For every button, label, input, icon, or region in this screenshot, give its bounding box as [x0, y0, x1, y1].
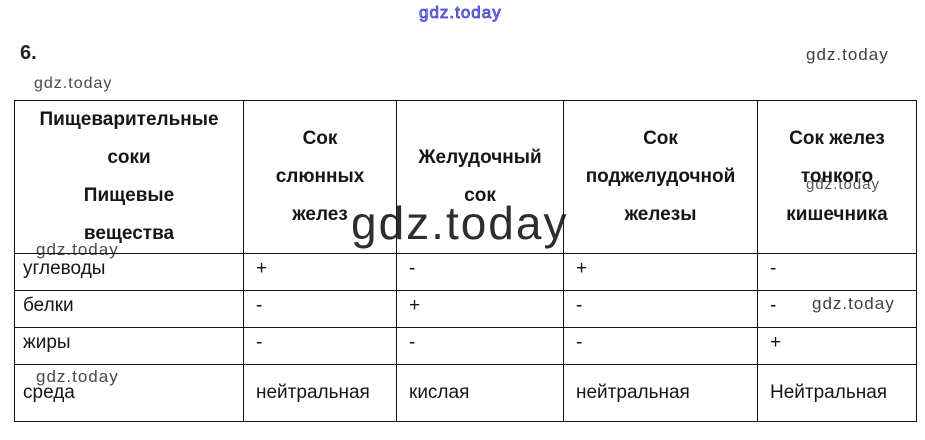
digestive-juices-table: Пищеварительные соки Пищевые вещества Со… — [14, 100, 917, 422]
table-cell: - — [563, 327, 758, 365]
table-cell: - — [757, 253, 917, 291]
table-header-row: Пищеварительные соки Пищевые вещества Со… — [14, 100, 917, 254]
header-line: вещества — [83, 223, 175, 244]
table-row-fats: жиры - - - + — [14, 327, 917, 365]
row-label: жиры — [14, 327, 244, 365]
watermark-top-center: gdz.today — [419, 3, 502, 23]
table-cell: + — [396, 290, 564, 328]
header-line: кишечника — [786, 204, 888, 225]
header-line: железы — [624, 204, 697, 225]
header-line: Сок — [302, 128, 338, 149]
watermark-under-number: gdz.today — [34, 75, 113, 92]
exercise-number: 6. — [20, 42, 37, 64]
col-header-gastric-juice: Желудочный сок — [396, 100, 564, 254]
header-line: желез — [292, 204, 348, 225]
table-cell: нейтральная — [563, 364, 758, 422]
table-cell: - — [396, 327, 564, 365]
header-line: поджелудочной — [585, 166, 736, 187]
header-line: тонкого — [800, 166, 874, 187]
table-cell: - — [243, 327, 397, 365]
table-row-medium: среда нейтральная кислая нейтральная Ней… — [14, 364, 917, 422]
table-cell: нейтральная — [243, 364, 397, 422]
col-header-pancreatic-juice: Сок поджелудочной железы — [563, 100, 758, 254]
header-line: Сок желез — [789, 128, 885, 149]
col-header-saliva-juice: Сок слюнных желез — [243, 100, 397, 254]
table-cell: кислая — [396, 364, 564, 422]
table-cell: - — [396, 253, 564, 291]
table-cell: + — [757, 327, 917, 365]
table-row-proteins: белки - + - - — [14, 290, 917, 328]
watermark-top-right: gdz.today — [806, 45, 889, 64]
row-label: белки — [14, 290, 244, 328]
table-cell: - — [563, 290, 758, 328]
table-cell: Нейтральная — [757, 364, 917, 422]
table-cell: + — [243, 253, 397, 291]
header-line: слюнных — [275, 166, 365, 187]
row-label: среда — [14, 364, 244, 422]
header-line: Сок — [643, 128, 678, 149]
header-line: сок — [464, 185, 496, 206]
header-line: соки — [107, 147, 151, 168]
header-line: Пищеварительные — [39, 109, 219, 130]
col-header-juices-substances: Пищеварительные соки Пищевые вещества — [14, 100, 244, 254]
header-line: Желудочный — [418, 147, 542, 168]
header-line: Пищевые — [83, 185, 175, 206]
table-cell: - — [757, 290, 917, 328]
row-label: углеводы — [14, 253, 244, 291]
table-cell: + — [563, 253, 758, 291]
col-header-intestinal-juice: Сок желез тонкого кишечника — [757, 100, 917, 254]
table-row-carbohydrates: углеводы + - + - — [14, 253, 917, 291]
table-cell: - — [243, 290, 397, 328]
